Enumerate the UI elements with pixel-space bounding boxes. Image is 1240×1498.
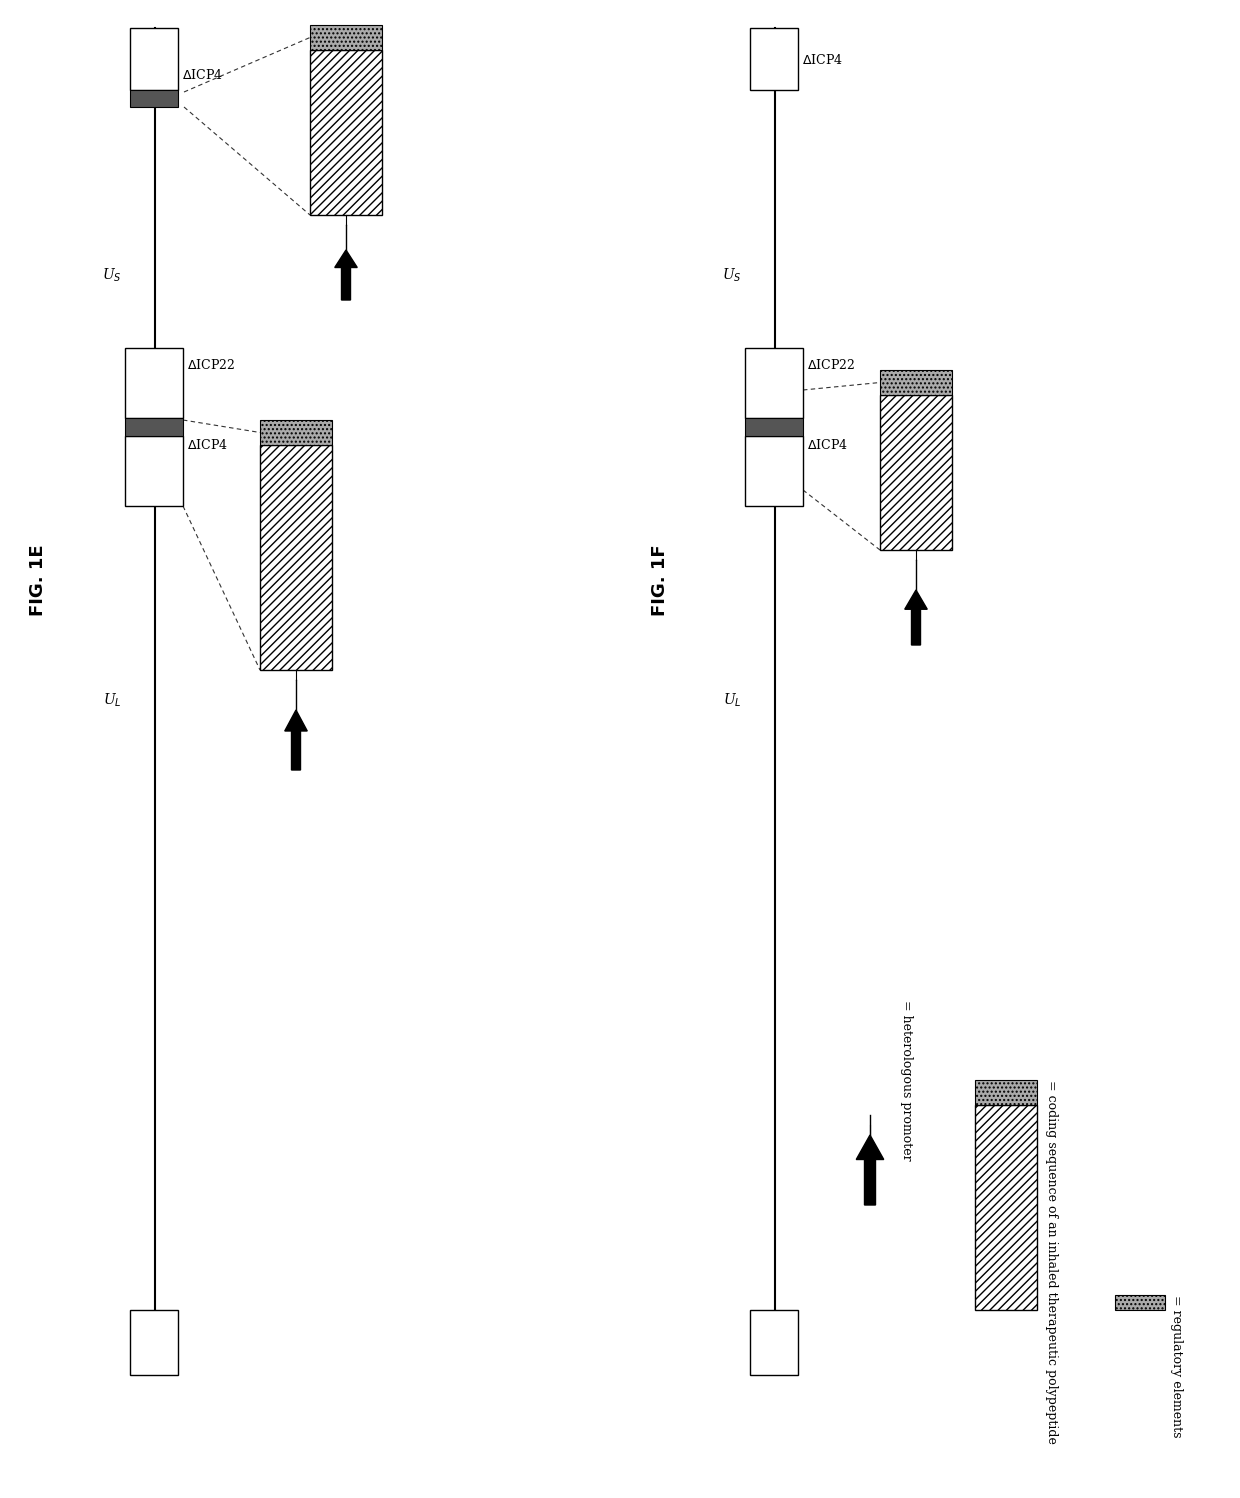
FancyArrow shape	[857, 1135, 884, 1204]
Bar	[260, 445, 332, 670]
Bar	[125, 436, 184, 506]
Text: U$_S$: U$_S$	[102, 267, 122, 283]
Bar	[745, 348, 804, 418]
Bar	[125, 418, 184, 436]
Bar	[975, 1106, 1037, 1309]
Bar	[310, 49, 382, 216]
Bar	[1115, 1294, 1166, 1309]
Text: = coding sequence of an inhaled therapeutic polypeptide: = coding sequence of an inhaled therapeu…	[1045, 1080, 1058, 1444]
Text: $\Delta$ICP4: $\Delta$ICP4	[807, 437, 848, 452]
Bar	[975, 1080, 1037, 1106]
Bar	[750, 1309, 799, 1375]
FancyArrow shape	[285, 710, 308, 770]
Bar	[130, 1309, 179, 1375]
Text: = heterologous promoter: = heterologous promoter	[900, 999, 913, 1161]
Bar	[880, 370, 952, 395]
Text: U$_L$: U$_L$	[723, 691, 742, 709]
Text: $\Delta$ICP22: $\Delta$ICP22	[187, 358, 236, 372]
Bar	[260, 419, 332, 445]
Text: $\Delta$ICP4: $\Delta$ICP4	[802, 52, 843, 67]
Text: U$_L$: U$_L$	[103, 691, 122, 709]
Text: FIG. 1F: FIG. 1F	[651, 544, 670, 616]
Bar	[750, 28, 799, 90]
Text: = regulatory elements: = regulatory elements	[1171, 1294, 1183, 1438]
Bar	[130, 28, 179, 90]
Bar	[130, 90, 179, 106]
Text: FIG. 1E: FIG. 1E	[29, 544, 47, 616]
Bar	[310, 25, 382, 49]
Bar	[745, 418, 804, 436]
Text: $\Delta$ICP4: $\Delta$ICP4	[187, 437, 228, 452]
Text: $\Delta$ICP22: $\Delta$ICP22	[807, 358, 856, 372]
Bar	[745, 436, 804, 506]
FancyArrow shape	[905, 590, 928, 646]
Bar	[880, 395, 952, 550]
Text: $\Delta$ICP4: $\Delta$ICP4	[182, 67, 223, 82]
FancyArrow shape	[335, 250, 357, 300]
Bar	[125, 348, 184, 418]
Text: U$_S$: U$_S$	[722, 267, 742, 283]
